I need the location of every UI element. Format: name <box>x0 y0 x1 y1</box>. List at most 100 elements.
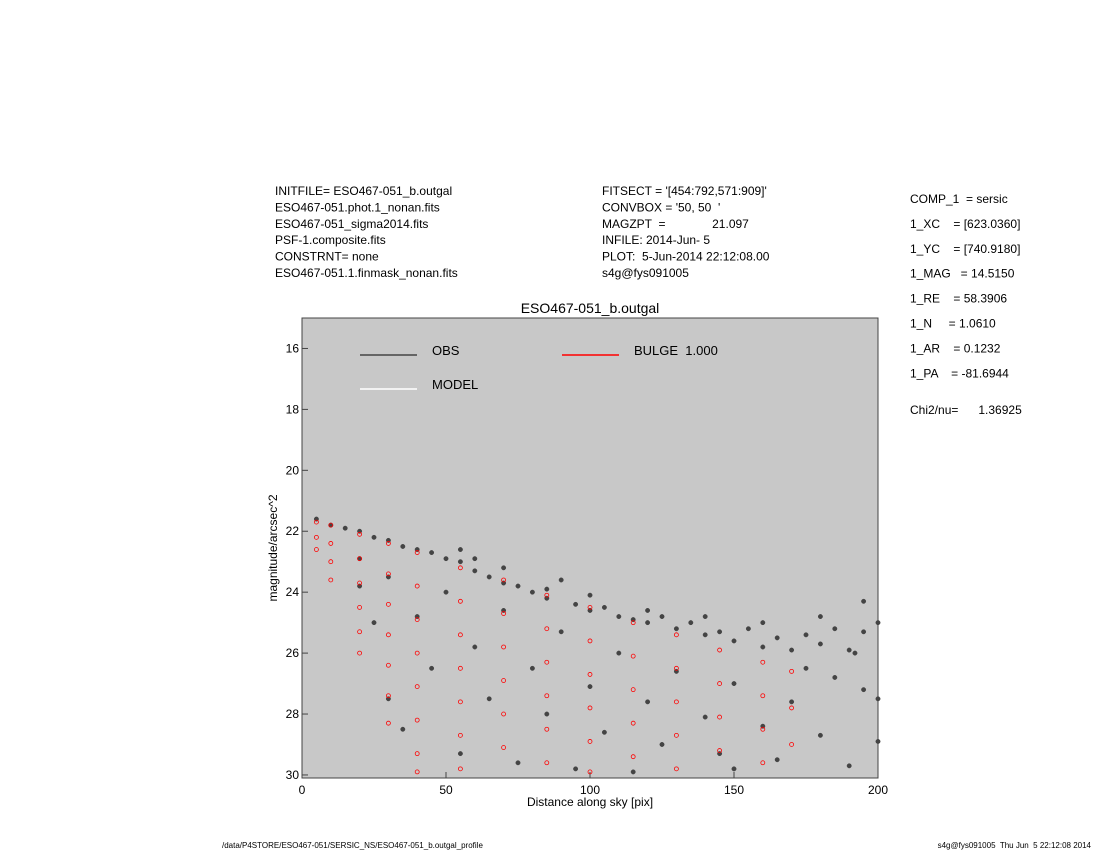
data-point <box>400 544 406 549</box>
data-point <box>875 620 881 626</box>
data-point <box>601 604 607 610</box>
data-point <box>385 571 391 577</box>
data-point <box>544 693 550 699</box>
data-point <box>587 769 593 775</box>
x-tick-label: 0 <box>299 783 306 797</box>
x-tick-label: 100 <box>580 783 600 797</box>
data-point <box>630 620 636 626</box>
y-tick-label: 22 <box>286 524 300 538</box>
data-point <box>501 644 507 650</box>
data-point <box>875 696 881 702</box>
header-left-line: CONSTRNT= none <box>275 250 379 264</box>
data-point <box>846 763 852 769</box>
data-point <box>717 647 722 653</box>
header-middle-line: MAGZPT = 21.097 <box>602 217 749 231</box>
data-point <box>357 605 363 610</box>
data-point <box>515 760 521 766</box>
data-point <box>328 522 334 528</box>
data-point <box>385 720 391 726</box>
data-point <box>674 732 679 738</box>
data-point <box>630 653 636 659</box>
data-point <box>616 614 622 619</box>
data-point <box>501 565 507 571</box>
data-point <box>645 608 651 613</box>
data-point <box>717 714 722 720</box>
data-point <box>515 583 521 589</box>
y-tick-label: 20 <box>286 463 300 477</box>
data-point <box>414 717 420 723</box>
data-point <box>544 659 550 665</box>
data-point <box>558 629 564 635</box>
data-point <box>630 720 636 726</box>
data-point <box>717 748 722 753</box>
chart-title: ESO467-051_b.outgal <box>521 300 660 316</box>
data-point <box>544 726 550 732</box>
data-point <box>486 574 492 580</box>
data-point <box>414 550 420 555</box>
data-point <box>630 687 636 693</box>
y-tick-label: 16 <box>286 341 300 355</box>
data-point <box>457 547 463 552</box>
data-point <box>501 577 507 583</box>
data-point <box>414 684 420 690</box>
data-point <box>789 705 794 711</box>
data-point <box>357 629 363 635</box>
plot-area <box>301 317 879 779</box>
data-point <box>731 766 737 772</box>
data-point <box>457 699 463 705</box>
data-point <box>385 541 391 546</box>
data-point <box>861 598 867 604</box>
y-tick-label: 24 <box>286 585 300 599</box>
data-point <box>731 638 737 644</box>
data-point <box>817 614 823 619</box>
data-point <box>544 586 550 592</box>
data-point <box>702 614 708 619</box>
header-left-line: ESO467-051_sigma2014.fits <box>275 217 428 231</box>
data-point <box>414 617 420 622</box>
data-point <box>357 531 363 537</box>
data-point <box>832 675 838 680</box>
data-point <box>803 665 809 671</box>
data-point <box>472 644 478 650</box>
legend-label: BULGE 1.000 <box>634 343 718 358</box>
y-tick-label: 26 <box>286 646 300 660</box>
data-point <box>587 605 593 610</box>
data-point <box>760 693 766 699</box>
legend-label: MODEL <box>432 377 478 392</box>
data-point <box>544 592 550 598</box>
data-point <box>457 598 463 604</box>
header-middle-line: INFILE: 2014-Jun- 5 <box>602 233 710 247</box>
legend-label: OBS <box>432 343 460 358</box>
data-point <box>328 559 334 565</box>
data-point <box>457 665 463 671</box>
data-point <box>385 662 391 668</box>
data-point <box>673 626 679 632</box>
data-point <box>875 738 881 744</box>
data-point <box>457 632 463 638</box>
header-middle-line: s4g@fys091005 <box>602 266 689 280</box>
data-point <box>544 711 550 717</box>
header-left-line: INITFILE= ESO467-051_b.outgal <box>275 184 452 198</box>
data-point <box>328 577 334 583</box>
data-point <box>385 632 391 638</box>
data-point <box>587 705 593 711</box>
data-point <box>443 556 449 562</box>
data-point <box>357 650 363 656</box>
y-tick-label: 30 <box>286 768 300 782</box>
header-left-line: ESO467-051.1.finmask_nonan.fits <box>275 266 458 280</box>
data-point <box>674 632 679 638</box>
data-point <box>659 742 665 747</box>
header-middle-line: FITSECT = '[454:792,571:909]' <box>602 184 767 198</box>
data-point <box>414 751 420 757</box>
fit-parameter: 1_YC = [740.9180] <box>910 242 1020 256</box>
data-point <box>803 632 809 638</box>
data-point <box>457 559 463 565</box>
fit-parameter: 1_RE = 58.3906 <box>910 292 1007 306</box>
data-point <box>371 534 377 540</box>
data-point <box>846 647 852 653</box>
data-point <box>414 769 420 775</box>
data-point <box>328 541 334 546</box>
data-point <box>400 726 406 732</box>
data-point <box>601 729 607 735</box>
data-point <box>702 714 708 720</box>
